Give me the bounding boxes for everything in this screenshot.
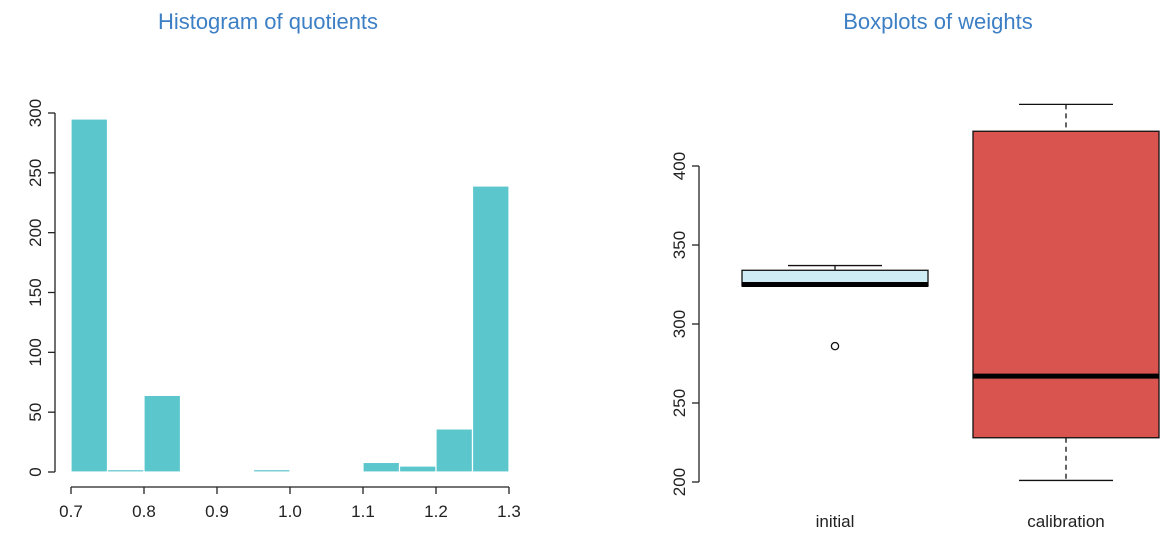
box-iqr [972, 130, 1160, 439]
boxplot-panel: Boxplots of weights 200 250 300 350 400 initi… [580, 0, 1161, 540]
x-tick-label: 0.7 [59, 502, 83, 521]
y-tick-label: 250 [670, 389, 689, 417]
histogram-bar [398, 465, 437, 473]
y-tick-label: 250 [26, 159, 45, 187]
histogram-bar [106, 469, 145, 473]
outlier-point [830, 341, 840, 351]
y-tick-label: 200 [26, 218, 45, 246]
x-tick-label: 1.1 [351, 502, 375, 521]
x-tick-label: 0.9 [205, 502, 229, 521]
boxplot-title: Boxplots of weights [843, 9, 1033, 34]
x-category-label: initial [816, 512, 855, 531]
y-tick-label: 350 [670, 231, 689, 259]
y-tick-label: 0 [26, 467, 45, 476]
x-tick-label: 1.3 [497, 502, 521, 521]
boxplot-chart: Boxplots of weights 200 250 300 350 400 initi… [670, 9, 1160, 531]
x-tick-label: 1.0 [278, 502, 302, 521]
histogram-panel: Histogram of quotients 0.7 0.8 0.9 1.0 1.1 1.… [0, 0, 580, 540]
histogram-bar [252, 469, 291, 473]
boxplot-initial [741, 264, 929, 351]
y-tick-label: 100 [26, 338, 45, 366]
y-tick-label: 400 [670, 152, 689, 180]
histogram-bar [362, 461, 401, 473]
y-tick-label: 50 [26, 403, 45, 422]
y-tick-label: 200 [670, 468, 689, 496]
x-category-label: calibration [1027, 512, 1105, 531]
y-tick-label: 150 [26, 278, 45, 306]
histogram-bar [471, 185, 510, 473]
histogram-title: Histogram of quotients [158, 9, 378, 34]
histogram-bar [435, 428, 474, 473]
y-tick-label: 300 [670, 310, 689, 338]
histogram-bar [143, 394, 182, 473]
x-tick-label: 0.8 [132, 502, 156, 521]
histogram-bar [70, 118, 109, 473]
y-tick-label: 300 [26, 99, 45, 127]
x-tick-label: 1.2 [424, 502, 448, 521]
boxplot-calibration [972, 103, 1160, 482]
histogram-chart: Histogram of quotients 0.7 0.8 0.9 1.0 1.1 1.… [26, 9, 521, 521]
